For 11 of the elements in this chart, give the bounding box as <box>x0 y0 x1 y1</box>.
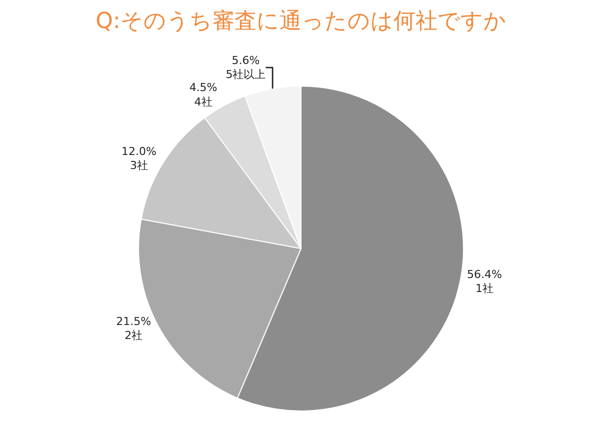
data-label: 4.5% <box>189 81 218 94</box>
data-label: 5.6% <box>232 54 260 67</box>
slice-label: 4社 <box>194 96 212 109</box>
data-label: 12.0% <box>122 144 156 158</box>
chart-title: Q:そのうち審査に通ったのは何社ですか <box>96 9 506 34</box>
slice-label: 3社 <box>130 159 148 172</box>
slice-label: 1社 <box>475 282 494 296</box>
data-label: 56.4% <box>467 268 502 281</box>
slice-label: 2社 <box>124 329 143 342</box>
data-label: 21.5% <box>116 314 152 328</box>
slice-label: 5社以上 <box>226 68 266 82</box>
